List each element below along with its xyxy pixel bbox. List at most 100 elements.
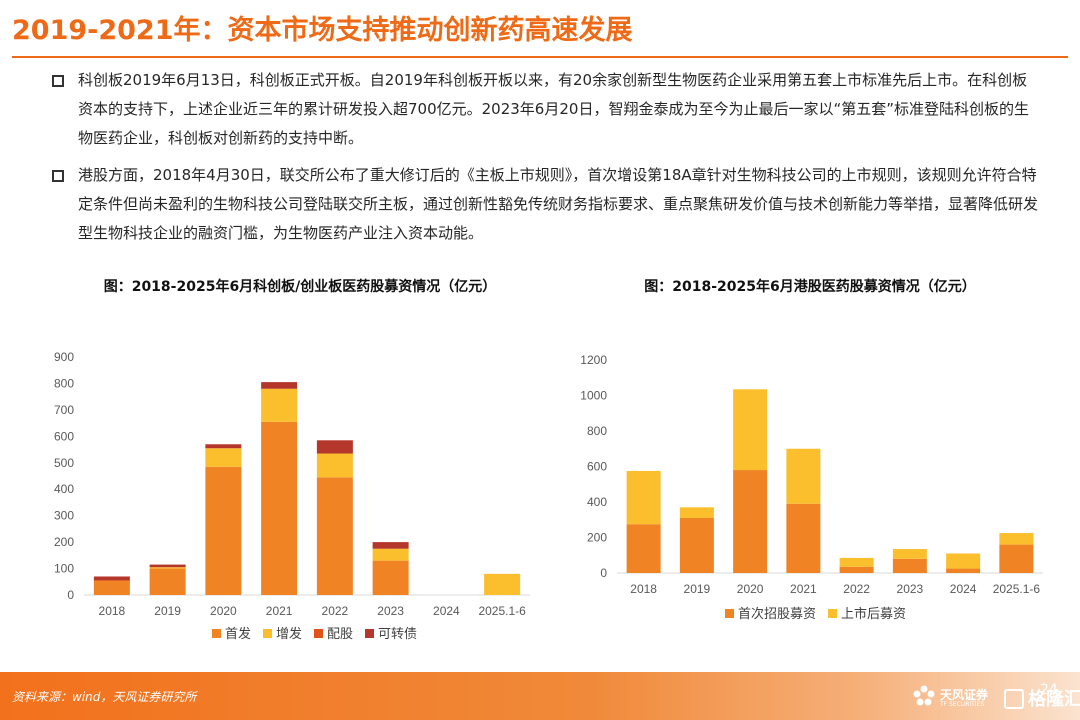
bar-segment [679,517,714,573]
y-tick-label: 100 [54,562,74,576]
chart-title-star-market: 图：2018-2025年6月科创板/创业板医药股募资情况（亿元） [103,279,497,295]
y-tick-label: 700 [54,403,74,417]
bar-segment [786,503,821,573]
bar-segment [999,533,1034,545]
page-title: 2019-2021年：资本市场支持推动创新药高速发展 [12,8,1068,58]
bar-segment [149,564,186,568]
square-bullet-icon [52,170,64,182]
bar-segment [679,507,714,518]
bar-segment [733,389,768,471]
tf-securities-logo: 天风证券 TF SECURITIES [912,684,988,712]
legend-swatch [828,609,837,618]
gelonghui-icon [1004,689,1024,709]
legend-label: 上市后募资 [841,606,906,622]
x-tick-label: 2023 [377,604,404,618]
paragraph-text: 科创板2019年6月13日，科创板正式开板。自2019年科创板开板以来，有20余… [78,71,1029,147]
bar-segment [786,448,821,504]
bar-segment [946,568,981,573]
x-tick-label: 2024 [950,582,977,596]
x-tick-label: 2022 [843,582,870,596]
bar-segment [261,382,298,389]
bar-segment [316,477,353,595]
y-tick-label: 800 [587,424,607,438]
x-tick-label: 2025.1-6 [993,582,1041,596]
bar-segment [261,388,298,422]
x-tick-label: 2018 [99,604,126,618]
bar-segment [205,444,242,449]
bullet-list: 科创板2019年6月13日，科创板正式开板。自2019年科创板开板以来，有20余… [50,66,1038,256]
bar-segment [484,573,521,595]
bar-segment [839,566,874,573]
legend-swatch [314,629,323,638]
bar-segment [626,524,661,573]
x-tick-label: 2023 [897,582,924,596]
y-tick-label: 0 [67,588,74,602]
y-tick-label: 400 [54,482,74,496]
page-number: 24 [1040,682,1058,698]
tf-logo-en-text: TF SECURITIES [940,701,985,708]
y-tick-label: 200 [54,535,74,549]
legend-label: 可转债 [378,627,417,642]
bar-segment [93,576,130,581]
y-tick-label: 800 [54,376,74,390]
x-tick-label: 2021 [266,604,293,618]
legend-label: 增发 [276,626,302,642]
x-tick-label: 2018 [630,582,657,596]
bar-segment [892,549,927,559]
footer-bar [0,672,1080,720]
y-tick-label: 1200 [580,353,607,367]
paragraph-text: 港股方面，2018年4月30日，联交所公布了重大修订后的《主板上市规则》，首次增… [78,166,1039,242]
chart-hk-market: 0 200 400 600 800 1000 1200 2018 2019 2020 2021 202… [580,353,1043,622]
bar-segment [372,542,409,549]
gelonghui-logo-text: 格隆汇 [1028,689,1080,710]
bar-segment [946,553,981,569]
bar-segment [892,558,927,573]
bar-segment [372,560,409,595]
bar-segment [316,440,353,454]
bar-segment [372,548,409,561]
y-tick-label: 400 [587,495,607,509]
bar-segment [93,580,130,595]
y-tick-label: 1000 [580,389,607,403]
y-tick-label: 600 [54,429,74,443]
x-tick-label: 2021 [790,582,817,596]
bar-segment [733,470,768,573]
x-tick-label: 2025.1-6 [478,604,526,618]
x-tick-label: 2019 [154,604,181,618]
bar-segment [999,544,1034,573]
bullet-paragraph-star-market: 科创板2019年6月13日，科创板正式开板。自2019年科创板开板以来，有20余… [50,66,1038,153]
bar-segment [149,567,186,569]
bar-segment [149,568,186,595]
legend-label: 配股 [327,627,353,642]
x-tick-label: 2020 [737,582,764,596]
source-note: 资料来源：wind，天风证券研究所 [12,690,197,704]
y-tick-label: 900 [54,350,74,364]
legend-swatch [725,609,734,618]
tf-logo-text: 天风证券 [940,688,989,702]
y-tick-label: 0 [600,566,607,580]
bullet-paragraph-hk-market: 港股方面，2018年4月30日，联交所公布了重大修订后的《主板上市规则》，首次增… [50,161,1038,248]
bar-segment [839,557,874,567]
legend-label: 首发 [225,626,251,642]
flower-icon [913,685,935,706]
y-tick-label: 500 [54,456,74,470]
square-bullet-icon [52,75,64,87]
legend-swatch [263,629,272,638]
bar-segment [205,466,242,595]
chart-title-hk-market: 图：2018-2025年6月港股医药股募资情况（亿元） [644,279,976,295]
legend-swatch [365,629,374,638]
y-tick-label: 200 [587,531,607,545]
chart-star-market: 0 100 200 300 400 500 600 700 800 900 2018 2019 2020… [54,350,530,642]
y-tick-label: 600 [587,460,607,474]
bar-segment [205,448,242,467]
bar-segment [316,453,353,478]
bar-segment [261,421,298,595]
legend-swatch [212,629,221,638]
bar-segment [626,470,661,525]
x-tick-label: 2024 [433,604,460,618]
x-tick-label: 2020 [210,604,237,618]
y-tick-label: 300 [54,509,74,523]
x-tick-label: 2022 [322,604,349,618]
x-tick-label: 2019 [684,582,711,596]
legend-label: 首次招股募资 [738,606,816,622]
